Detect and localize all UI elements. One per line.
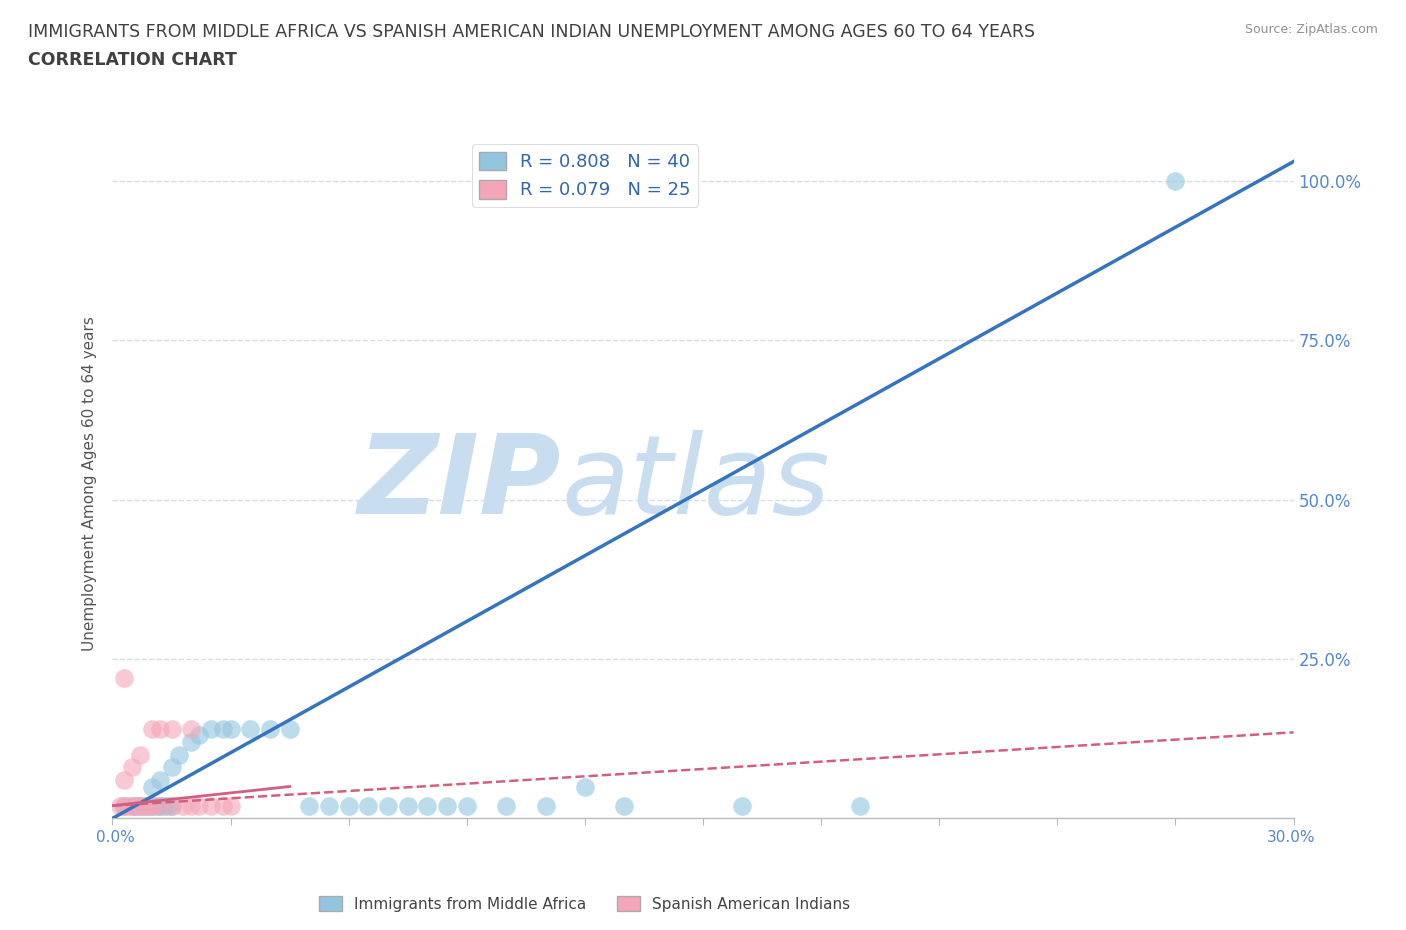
Text: 30.0%: 30.0% [1267, 830, 1315, 844]
Point [132, 798, 155, 813]
Point [141, 798, 163, 813]
Point [112, 773, 135, 788]
Point [141, 779, 163, 794]
Point [180, 722, 202, 737]
Point [117, 798, 139, 813]
Point [136, 798, 159, 813]
Point [534, 798, 557, 813]
Point [141, 798, 163, 813]
Text: 0.0%: 0.0% [96, 830, 135, 844]
Point [172, 798, 194, 813]
Point [160, 760, 183, 775]
Point [298, 798, 321, 813]
Point [574, 779, 596, 794]
Point [121, 760, 143, 775]
Point [259, 722, 281, 737]
Point [132, 798, 155, 813]
Text: IMMIGRANTS FROM MIDDLE AFRICA VS SPANISH AMERICAN INDIAN UNEMPLOYMENT AMONG AGES: IMMIGRANTS FROM MIDDLE AFRICA VS SPANISH… [28, 23, 1035, 41]
Point [121, 798, 143, 813]
Point [160, 798, 183, 813]
Point [456, 798, 478, 813]
Point [112, 798, 135, 813]
Point [200, 798, 222, 813]
Point [357, 798, 380, 813]
Point [1164, 173, 1187, 188]
Point [337, 798, 360, 813]
Point [239, 722, 262, 737]
Point [160, 722, 183, 737]
Point [129, 798, 152, 813]
Point [180, 735, 202, 750]
Point [145, 798, 167, 813]
Point [849, 798, 872, 813]
Point [436, 798, 458, 813]
Point [188, 798, 211, 813]
Point [169, 747, 191, 762]
Point [121, 798, 143, 813]
Point [160, 798, 183, 813]
Point [416, 798, 439, 813]
Point [112, 798, 135, 813]
Point [495, 798, 517, 813]
Point [141, 722, 163, 737]
Point [152, 798, 174, 813]
Point [129, 747, 152, 762]
Point [149, 773, 172, 788]
Point [180, 798, 202, 813]
Point [613, 798, 636, 813]
Point [188, 728, 211, 743]
Point [156, 798, 179, 813]
Text: atlas: atlas [561, 430, 830, 538]
Point [211, 798, 233, 813]
Legend: Immigrants from Middle Africa, Spanish American Indians: Immigrants from Middle Africa, Spanish A… [314, 890, 856, 918]
Point [125, 798, 148, 813]
Point [149, 798, 172, 813]
Point [149, 798, 172, 813]
Point [211, 722, 233, 737]
Point [200, 722, 222, 737]
Point [396, 798, 419, 813]
Point [377, 798, 399, 813]
Point [318, 798, 340, 813]
Point [219, 798, 242, 813]
Text: Source: ZipAtlas.com: Source: ZipAtlas.com [1244, 23, 1378, 36]
Point [129, 798, 152, 813]
Y-axis label: Unemployment Among Ages 60 to 64 years: Unemployment Among Ages 60 to 64 years [82, 316, 97, 651]
Point [219, 722, 242, 737]
Point [149, 722, 172, 737]
Point [125, 798, 148, 813]
Text: ZIP: ZIP [357, 430, 561, 538]
Point [110, 798, 132, 813]
Text: CORRELATION CHART: CORRELATION CHART [28, 51, 238, 69]
Point [731, 798, 754, 813]
Point [136, 798, 159, 813]
Point [278, 722, 301, 737]
Point [112, 671, 135, 685]
